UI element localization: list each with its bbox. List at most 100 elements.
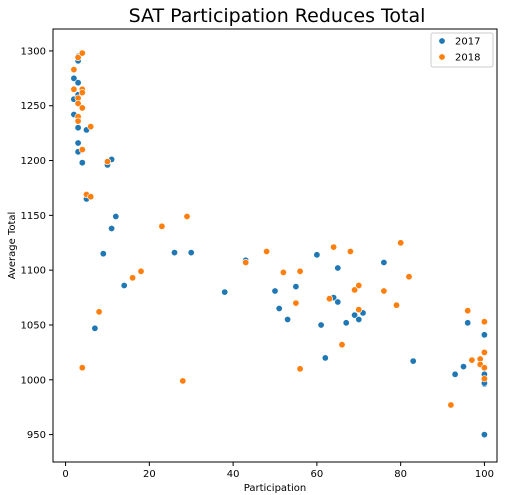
data-point-2017 [112, 213, 120, 221]
data-point-2017 [70, 74, 78, 82]
data-point-2018 [129, 274, 137, 282]
data-point-2018 [78, 364, 86, 372]
data-point-2018 [78, 146, 86, 154]
data-point-2017 [120, 281, 128, 289]
data-point-2017 [313, 251, 321, 259]
y-tick-label: 1250 [21, 101, 46, 112]
legend-frame [430, 32, 494, 68]
data-point-2017 [409, 357, 417, 365]
data-point-2018 [464, 307, 472, 315]
data-point-2017 [171, 249, 179, 257]
data-point-2017 [317, 321, 325, 329]
data-point-2017 [355, 315, 363, 323]
data-point-2018 [296, 267, 304, 275]
data-point-2018 [355, 306, 363, 314]
data-point-2018 [380, 287, 388, 295]
data-point-2017 [99, 250, 107, 258]
data-point-2018 [480, 318, 488, 326]
data-point-2018 [87, 123, 95, 131]
data-point-2017 [451, 370, 459, 378]
data-point-2018 [405, 273, 413, 281]
data-point-2018 [70, 66, 78, 74]
data-point-2018 [78, 89, 86, 97]
data-point-2018 [179, 377, 187, 385]
data-point-2018 [292, 299, 300, 307]
data-point-2018 [87, 193, 95, 201]
data-point-2017 [74, 79, 82, 87]
data-point-2017 [74, 139, 82, 147]
data-point-2017 [292, 283, 300, 291]
data-point-2017 [221, 288, 229, 296]
data-point-2017 [342, 319, 350, 327]
data-point-2018 [480, 364, 488, 372]
data-point-2018 [338, 341, 346, 349]
data-point-2018 [95, 308, 103, 316]
x-tick-label: 40 [227, 469, 240, 480]
y-tick-label: 1200 [21, 156, 46, 167]
legend-label-2017: 2017 [455, 37, 480, 48]
data-point-2017 [275, 304, 283, 312]
y-tick-label: 1050 [21, 320, 46, 331]
data-point-2018 [183, 213, 191, 221]
data-point-2018 [74, 100, 82, 108]
legend-marker-2017 [438, 37, 446, 45]
data-point-2018 [355, 281, 363, 289]
data-point-2018 [296, 365, 304, 373]
data-point-2017 [334, 264, 342, 272]
data-point-2017 [380, 258, 388, 266]
data-point-2018 [74, 117, 82, 125]
data-point-2018 [279, 268, 287, 276]
y-axis: 950 1000 1050 1100 1150 1200 1250 1300 [21, 46, 53, 441]
y-tick-label: 1300 [21, 46, 46, 57]
x-tick-label: 20 [143, 469, 156, 480]
chart-title: SAT Participation Reduces Total [129, 5, 426, 27]
data-point-2017 [459, 363, 467, 371]
data-point-2018 [74, 53, 82, 61]
legend: 2017 2018 [430, 32, 494, 68]
y-tick-label: 950 [27, 430, 46, 441]
data-point-2017 [464, 319, 472, 327]
legend-marker-2018 [438, 53, 446, 61]
data-point-2018 [104, 158, 112, 166]
data-point-2017 [321, 354, 329, 362]
data-point-2017 [108, 225, 116, 233]
data-point-2018 [392, 301, 400, 309]
data-point-2018 [263, 248, 271, 256]
data-point-2017 [187, 249, 195, 257]
data-point-2018 [70, 85, 78, 93]
data-point-2018 [242, 258, 250, 266]
data-point-2018 [351, 286, 359, 294]
legend-label-2018: 2018 [455, 53, 480, 64]
data-point-2018 [447, 401, 455, 409]
data-point-2018 [330, 243, 338, 251]
y-tick-label: 1000 [21, 375, 46, 386]
data-point-2018 [346, 248, 354, 256]
data-point-2017 [351, 311, 359, 319]
data-point-2017 [74, 124, 82, 132]
data-point-2018 [480, 348, 488, 356]
y-axis-label: Average Total [7, 212, 18, 280]
data-point-2017 [480, 431, 488, 439]
x-axis-label: Participation [244, 483, 306, 494]
x-tick-label: 100 [475, 469, 494, 480]
data-point-2018 [480, 375, 488, 383]
x-tick-label: 80 [394, 469, 407, 480]
data-point-2017 [78, 159, 86, 167]
x-tick-label: 0 [62, 469, 68, 480]
x-axis: 0 20 40 60 80 100 [62, 462, 494, 480]
data-point-2017 [334, 298, 342, 306]
plot-frame [52, 28, 498, 463]
y-tick-label: 1150 [21, 211, 46, 222]
data-point-2017 [271, 287, 279, 295]
data-point-2018 [158, 222, 166, 230]
data-point-2018 [397, 239, 405, 247]
y-tick-label: 1100 [21, 266, 46, 277]
data-point-2018 [325, 295, 333, 303]
data-point-2018 [78, 49, 86, 57]
data-point-2018 [468, 356, 476, 364]
x-tick-label: 60 [311, 469, 324, 480]
data-point-2017 [480, 331, 488, 339]
data-point-2018 [137, 267, 145, 275]
